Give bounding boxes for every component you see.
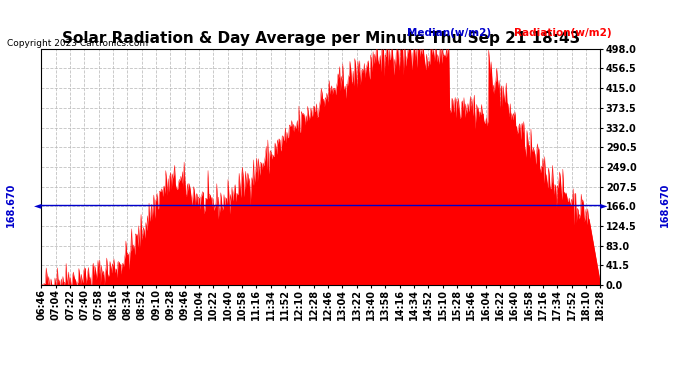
Text: Radiation(w/m2): Radiation(w/m2)	[514, 28, 611, 38]
Title: Solar Radiation & Day Average per Minute Thu Sep 21 18:43: Solar Radiation & Day Average per Minute…	[61, 31, 580, 46]
Text: 168.670: 168.670	[660, 183, 669, 227]
Text: 168.670: 168.670	[6, 183, 16, 227]
Text: ►: ►	[600, 200, 608, 210]
Text: Median(w/m2): Median(w/m2)	[407, 28, 491, 38]
Text: Copyright 2023 Cartronics.com: Copyright 2023 Cartronics.com	[7, 39, 148, 48]
Text: ◄: ◄	[34, 200, 41, 210]
